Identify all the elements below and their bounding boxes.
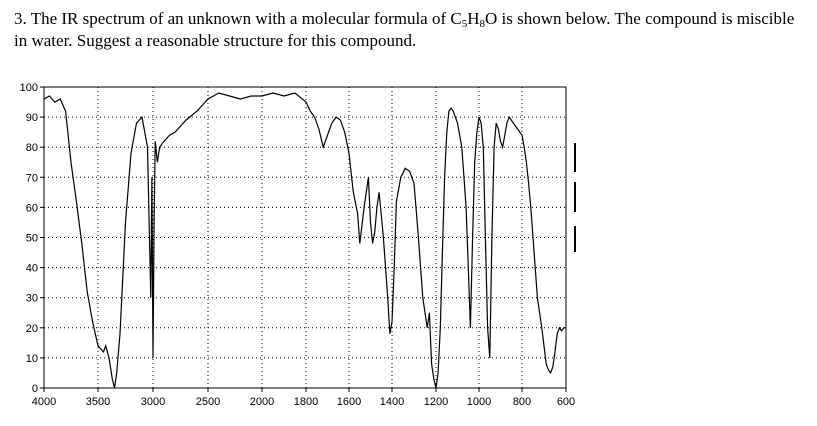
x-tick-label: 600 [557,396,575,408]
x-tick-label: 1200 [424,396,448,408]
x-tick-label: 2500 [196,396,220,408]
spectrum-line [43,92,566,389]
y-tick-label: 70 [26,172,38,184]
y-tick-label: 30 [26,293,38,305]
y-tick-label: 60 [26,202,38,214]
x-tick-label: 1400 [380,396,404,408]
y-tick-label: 0 [32,383,38,395]
axis-ticks: 4000 3500 3000 2500 2000 1800 1600 1400 1200 1000… [20,82,576,408]
y-tick-label: 50 [26,233,38,245]
question-body-1: The IR spectrum of an unknown with a mol… [30,9,462,28]
x-tick-label: 2000 [250,396,274,408]
question-body-3: O is shown below. The compound is miscib… [14,9,795,50]
grid [44,87,566,388]
question-number: 3. [14,9,27,28]
y-tick-label: 100 [20,82,38,94]
y-tick-label: 80 [26,142,38,154]
x-tick-label: 1800 [294,396,318,408]
x-tick-label: 1600 [337,396,361,408]
subscript-8: 8 [479,18,486,30]
subscript-5: 5 [461,18,468,30]
x-tick-label: 3000 [141,396,165,408]
question-body-2: H [467,9,480,28]
x-tick-label: 3500 [86,396,110,408]
y-tick-label: 10 [26,353,38,365]
x-tick-label: 800 [513,396,531,408]
y-tick-label: 20 [26,323,38,335]
y-tick-label: 90 [26,112,38,124]
x-tick-label: 4000 [32,396,56,408]
x-tick-label: 1000 [467,396,491,408]
question-text: 3. The IR spectrum of an unknown with a … [14,8,809,52]
y-tick-label: 40 [26,263,38,275]
